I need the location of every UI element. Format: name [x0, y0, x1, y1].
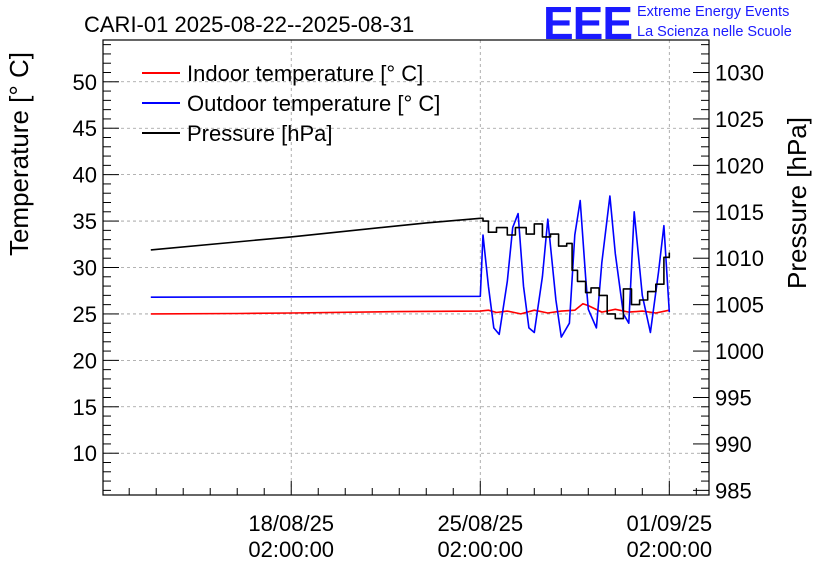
y-tick-label: 20 [73, 348, 97, 373]
series-layer [150, 195, 671, 338]
x-tick-label-date: 18/08/25 [248, 511, 334, 536]
y-tick-label: 10 [73, 441, 97, 466]
logo-subtitle-line1: Extreme Energy Events [637, 4, 790, 20]
y2-tick-label: 1005 [715, 293, 764, 318]
legend-label-2: Outdoor temperature [° C] [187, 91, 440, 116]
y2-tick-label: 1015 [715, 200, 764, 225]
x-tick-label-time: 02:00:00 [248, 537, 334, 562]
x-tick-label-time: 02:00:00 [437, 537, 523, 562]
y-tick-label: 45 [73, 116, 97, 141]
y-tick-label: 35 [73, 209, 97, 234]
y2-tick-label: 1030 [715, 61, 764, 86]
eee-logo: EEE [543, 0, 633, 49]
series-line-1 [150, 302, 670, 315]
y2-tick-label: 1025 [715, 107, 764, 132]
x-tick-label-date: 01/09/25 [626, 511, 712, 536]
y-tick-label: 30 [73, 256, 97, 281]
y2-tick-label: 1020 [715, 153, 764, 178]
logo-subtitle-line2: La Scienza nelle Scuole [637, 24, 792, 40]
y2-axis-label: Pressure [hPa] [782, 117, 812, 289]
y-tick-label: 25 [73, 302, 97, 327]
chart-title: CARI-01 2025-08-22--2025-08-31 [84, 12, 414, 37]
y2-tick-label: 1000 [715, 339, 764, 364]
y-tick-label: 15 [73, 395, 97, 420]
series-line-2 [150, 195, 671, 338]
grid [103, 40, 709, 495]
y2-tick-label: 990 [715, 432, 752, 457]
y2-tick-label: 995 [715, 386, 752, 411]
y-tick-label: 40 [73, 163, 97, 188]
x-tick-label-date: 25/08/25 [437, 511, 523, 536]
axes-ticks: 1015202530354045509859909951000100510101… [73, 44, 764, 562]
y2-tick-label: 985 [715, 478, 752, 503]
series-line-3 [150, 217, 671, 320]
legend-label-1: Indoor temperature [° C] [187, 61, 423, 86]
x-tick-label-time: 02:00:00 [626, 537, 712, 562]
y2-tick-label: 1010 [715, 246, 764, 271]
legend-label-3: Pressure [hPa] [187, 121, 333, 146]
y-axis-label: Temperature [° C] [4, 52, 34, 256]
legend: Indoor temperature [° C] Outdoor temperat… [142, 61, 440, 146]
y-tick-label: 50 [73, 70, 97, 95]
